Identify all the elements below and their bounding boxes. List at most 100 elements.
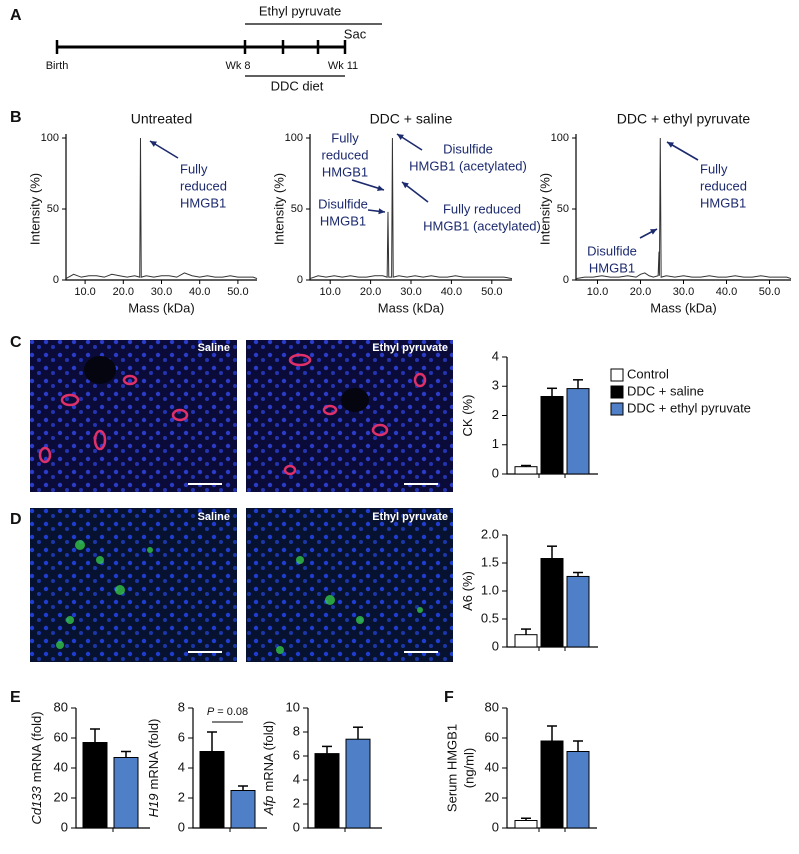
legend-label: DDC + ethyl pyruvate — [627, 400, 751, 415]
legend-label: DDC + saline — [627, 383, 704, 398]
timeline-ticks — [55, 40, 347, 54]
x-tick-label: 30.0 — [400, 286, 421, 298]
arrow-head — [378, 208, 385, 215]
y-tick-label: 50 — [47, 203, 59, 215]
arrow-head — [667, 142, 674, 148]
x-tick-label: 10.0 — [74, 286, 95, 298]
y-tick-label: 2 — [178, 789, 185, 804]
y-tick-label: 0 — [492, 819, 499, 834]
arrow-head — [377, 185, 384, 192]
y-tick-label: 0 — [293, 819, 300, 834]
x-tick-label: 20.0 — [113, 286, 134, 298]
bar — [566, 388, 590, 475]
x-axis-label: Mass (kDa) — [378, 300, 444, 315]
x-tick-label: 30.0 — [673, 286, 694, 298]
y-tick-label: 2 — [293, 795, 300, 810]
axis — [65, 134, 257, 281]
annotation: Disulfide — [318, 196, 368, 211]
x-tick-label: 40.0 — [189, 286, 210, 298]
x-tick-label: 40.0 — [716, 286, 737, 298]
timeline-start: Birth — [46, 60, 69, 72]
x-tick-label: 20.0 — [360, 286, 381, 298]
panel-label: F — [444, 689, 454, 706]
panel-label: A — [10, 7, 22, 24]
annotation: HMGB1 (acetylated) — [423, 218, 541, 233]
y-axis-label: (ng/ml) — [461, 748, 476, 788]
image-label: Ethyl pyruvate — [372, 342, 448, 354]
bar — [566, 751, 590, 829]
timeline: Ethyl pyruvate Sac Birth Wk 8 Wk 11 DDC … — [46, 3, 382, 93]
y-tick-label: 4 — [293, 771, 300, 786]
x-tick-label: 10.0 — [587, 286, 608, 298]
y-tick-label: 3 — [492, 378, 499, 393]
annotation: P = 0.08 — [207, 706, 248, 718]
y-axis-label: A6 (%) — [460, 571, 475, 611]
image-label: Saline — [198, 511, 230, 523]
x-tick-label: 50.0 — [227, 286, 248, 298]
micrograph — [246, 508, 453, 662]
y-axis-label: Cd133 mRNA (fold) — [29, 711, 44, 824]
annotation: HMGB1 — [589, 260, 635, 275]
annotation: Fully — [331, 130, 359, 145]
y-tick-label: 60 — [485, 729, 499, 744]
y-tick-label: 100 — [551, 132, 569, 144]
panel-label: B — [10, 109, 22, 126]
y-tick-label: 0 — [492, 638, 499, 653]
chart-title: DDC + ethyl pyruvate — [617, 111, 751, 127]
vessel — [341, 388, 369, 412]
y-axis-label: Intensity (%) — [271, 173, 286, 245]
timeline-treatment: Ethyl pyruvate — [259, 3, 341, 18]
legend-swatch — [610, 385, 624, 399]
y-tick-label: 80 — [485, 699, 499, 714]
y-axis-label: Intensity (%) — [537, 173, 552, 245]
ck-staining — [38, 353, 427, 476]
legend-swatch — [610, 368, 624, 382]
bar — [514, 634, 538, 648]
bar — [514, 820, 538, 829]
timeline-end: Sac — [344, 26, 367, 41]
x-tick-label: 50.0 — [759, 286, 780, 298]
bar — [566, 575, 590, 648]
y-axis-text: mRNA (fold) — [29, 711, 44, 782]
y-tick-label: 0 — [178, 819, 185, 834]
y-axis-gene: H19 — [146, 793, 161, 817]
image-label: Ethyl pyruvate — [372, 511, 448, 523]
y-tick-label: 40 — [54, 759, 68, 774]
y-tick-label: 6 — [178, 729, 185, 744]
y-tick-label: 20 — [54, 789, 68, 804]
y-axis-gene: Afp — [261, 796, 276, 817]
scale-bars — [188, 483, 438, 653]
y-tick-label: 10 — [286, 699, 300, 714]
annotation-text: = 0.08 — [217, 706, 248, 718]
bar — [113, 757, 139, 829]
annotation: Fully reduced — [443, 201, 521, 216]
annotation: reduced — [322, 147, 369, 162]
y-tick-label: 1.5 — [481, 554, 499, 569]
y-tick-label: 50 — [291, 203, 303, 215]
legend-label: Control — [627, 366, 669, 381]
annotation: Fully — [180, 161, 208, 176]
x-tick-label: 30.0 — [151, 286, 172, 298]
y-axis-gene: Cd133 — [29, 785, 44, 824]
timeline-diet: DDC diet — [271, 78, 324, 93]
panel-label: C — [10, 334, 22, 351]
y-tick-label: 8 — [178, 699, 185, 714]
y-tick-label: 40 — [485, 759, 499, 774]
micrograph — [246, 340, 453, 492]
bar — [82, 742, 108, 829]
y-tick-label: 0 — [563, 274, 569, 286]
chart-title: Untreated — [131, 111, 192, 127]
micrograph — [30, 508, 237, 662]
y-tick-label: 0.5 — [481, 610, 499, 625]
panel-label: E — [10, 689, 21, 706]
annotation: HMGB1 — [180, 195, 226, 210]
annotation: HMGB1 — [700, 195, 746, 210]
y-tick-label: 4 — [178, 759, 185, 774]
y-axis-text: A6 (%) — [460, 571, 475, 611]
x-axis-label: Mass (kDa) — [128, 300, 194, 315]
micrographs: Saline Ethyl pyruvate Saline Ethyl pyruv… — [30, 340, 453, 662]
bar — [540, 395, 564, 475]
bar — [345, 738, 371, 829]
y-tick-label: 100 — [285, 132, 303, 144]
